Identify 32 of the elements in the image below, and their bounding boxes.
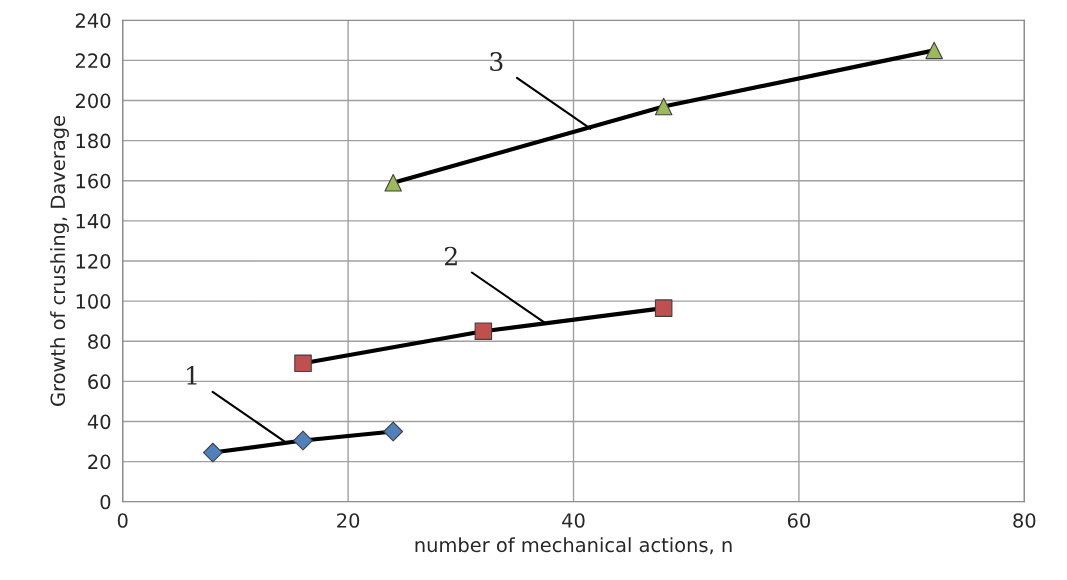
x-tick-label: 0 [117, 513, 128, 528]
annotation: 1 [187, 366, 197, 385]
point [294, 354, 312, 373]
annotation: 3 [490, 52, 503, 71]
point [293, 430, 313, 451]
y-tick-label: 200 [75, 93, 111, 109]
x-axis-title: number of mechanical actions, n [415, 537, 732, 555]
x-tick-label: 60 [787, 513, 810, 528]
y-tick-label: 120 [76, 253, 111, 269]
y-tick-label: 100 [76, 294, 111, 309]
y-tick-label: 240 [75, 13, 111, 28]
x-tick-label: 40 [562, 513, 585, 528]
y-tick-label: 140 [76, 213, 111, 229]
y-tick-label: 160 [76, 173, 111, 189]
point [474, 322, 493, 340]
y-tick-label: 180 [76, 133, 111, 149]
point [654, 97, 673, 116]
y-tick-label: 40 [87, 414, 111, 430]
y-tick-label: 60 [88, 374, 111, 390]
point [384, 174, 402, 192]
y-axis-title: Growth of crushing, Daverage [50, 116, 69, 406]
y-tick-label: 80 [88, 334, 111, 349]
point [654, 299, 673, 317]
y-tick-label: 20 [88, 454, 111, 470]
point [925, 41, 943, 60]
point [202, 442, 223, 463]
y-tick-label: 0 [100, 494, 111, 510]
annotation: 2 [445, 246, 457, 266]
y-tick-label: 220 [75, 53, 111, 69]
x-tick-label: 80 [1013, 513, 1036, 528]
point [383, 421, 404, 442]
x-tick-label: 20 [337, 513, 360, 528]
